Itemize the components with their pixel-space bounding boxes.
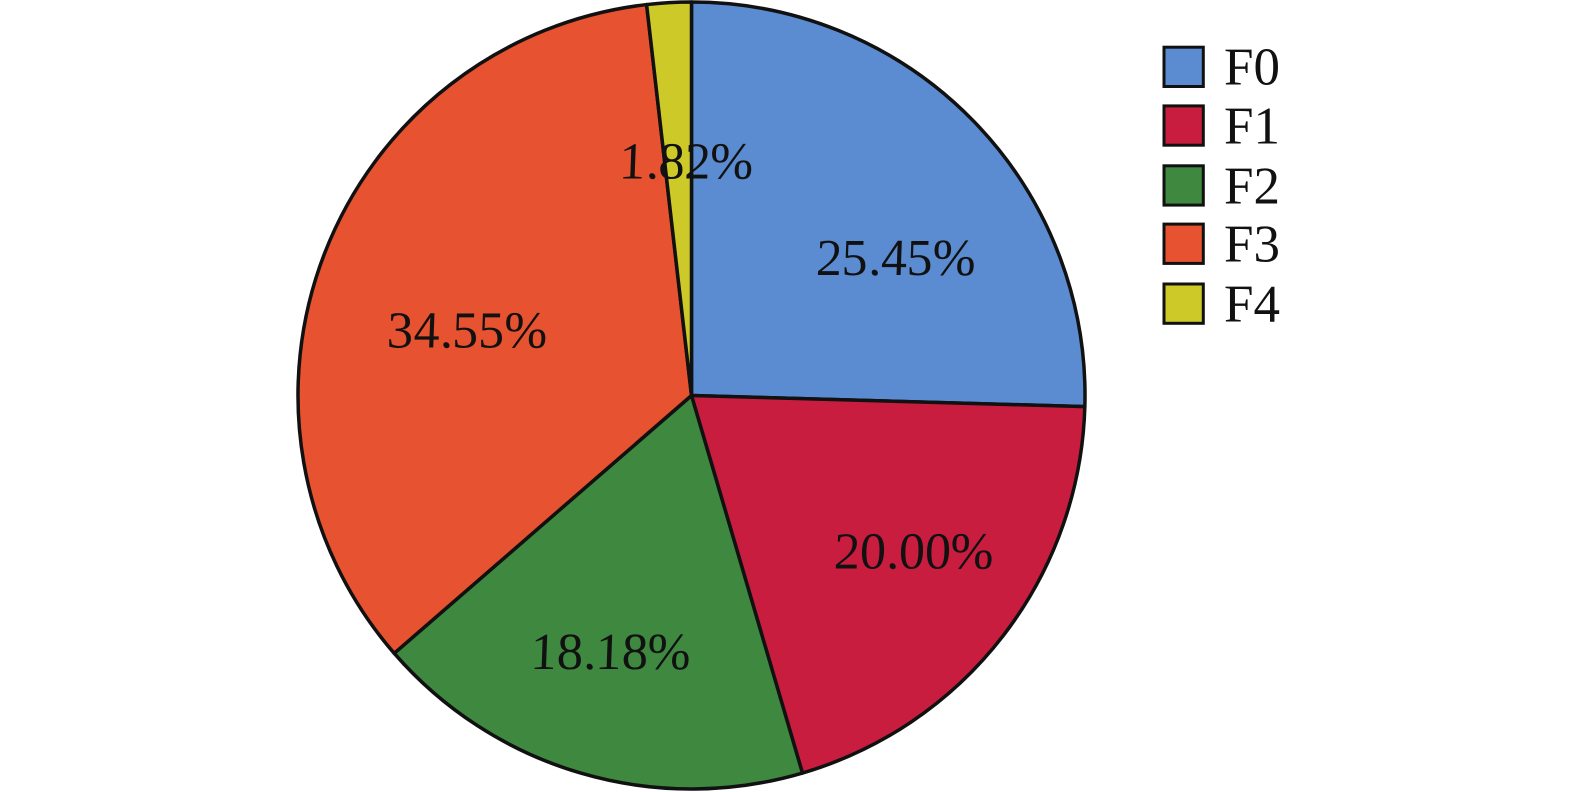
svg-text:20.00%: 20.00% (829, 523, 997, 581)
svg-text:34.55%: 34.55% (382, 302, 551, 360)
svg-text:F1: F1 (1224, 97, 1280, 155)
svg-text:18.18%: 18.18% (526, 623, 694, 681)
svg-text:25.45%: 25.45% (811, 229, 979, 287)
svg-text:1.82%: 1.82% (615, 133, 757, 191)
svg-text:F4: F4 (1224, 276, 1280, 334)
svg-text:F2: F2 (1224, 157, 1280, 215)
svg-text:F0: F0 (1224, 39, 1280, 97)
svg-text:F3: F3 (1224, 216, 1280, 274)
